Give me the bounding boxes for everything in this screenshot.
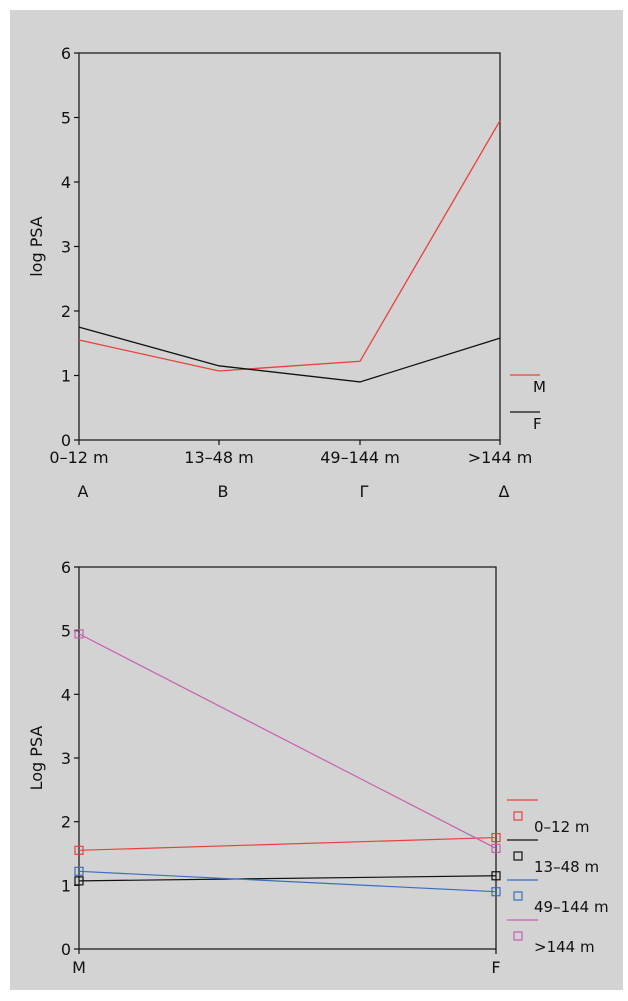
chart-panel: [10, 10, 623, 990]
y-tick-label: 3: [61, 238, 71, 257]
data-point-marker: [491, 871, 501, 881]
y-tick-label: 2: [61, 302, 71, 321]
data-point-marker: [74, 876, 84, 886]
legend-marker: [513, 811, 523, 821]
y-tick-label: 5: [61, 622, 71, 641]
y-axis-label: Log PSA: [27, 726, 46, 791]
y-tick-label: 0: [61, 940, 71, 959]
y-tick-label: 1: [61, 876, 71, 895]
plot-frame: [78, 52, 501, 441]
category-letter: Γ: [360, 482, 369, 501]
x-tick-label: 0–12 m: [49, 448, 108, 467]
data-point-marker: [491, 832, 501, 843]
series-line: [78, 633, 497, 849]
data-point-marker: [74, 845, 84, 855]
y-tick-label: 6: [61, 558, 71, 577]
y-tick-label: 3: [61, 749, 71, 768]
x-tick-label: M: [72, 958, 86, 977]
series-line: [78, 870, 497, 893]
y-tick-label: 1: [61, 367, 71, 386]
x-tick-label: 13–48 m: [184, 448, 253, 467]
x-tick-label: >144 m: [468, 448, 533, 467]
series-line: [78, 875, 497, 882]
y-tick-label: 6: [61, 44, 71, 63]
x-tick-label: 49–144 m: [320, 448, 400, 467]
legend-label: M: [533, 378, 546, 396]
series-line: [78, 326, 501, 383]
legend-marker: [513, 891, 523, 901]
category-letter: B: [218, 482, 229, 501]
legend-label: F: [533, 415, 542, 433]
data-point-marker: [491, 887, 501, 897]
legend-label: >144 m: [534, 938, 595, 956]
category-letter: A: [78, 482, 89, 501]
y-tick-label: 4: [61, 173, 71, 192]
legend-label: 0–12 m: [534, 818, 590, 836]
legend-marker: [513, 931, 523, 941]
y-axis-label: log PSA: [27, 216, 46, 277]
y-tick-label: 2: [61, 813, 71, 832]
series-line: [78, 120, 501, 372]
series-line: [78, 836, 497, 851]
data-point-marker: [491, 843, 501, 854]
category-letter: Δ: [499, 482, 510, 501]
data-point-marker: [74, 866, 84, 876]
y-tick-label: 5: [61, 109, 71, 128]
plot-frame: [78, 566, 497, 950]
y-tick-label: 4: [61, 685, 71, 704]
legend-label: 49–144 m: [534, 898, 609, 916]
legend-marker: [513, 851, 523, 861]
x-tick-label: F: [491, 958, 500, 977]
y-tick-label: 0: [61, 431, 71, 450]
legend-label: 13–48 m: [534, 858, 599, 876]
data-point-marker: [74, 629, 84, 639]
